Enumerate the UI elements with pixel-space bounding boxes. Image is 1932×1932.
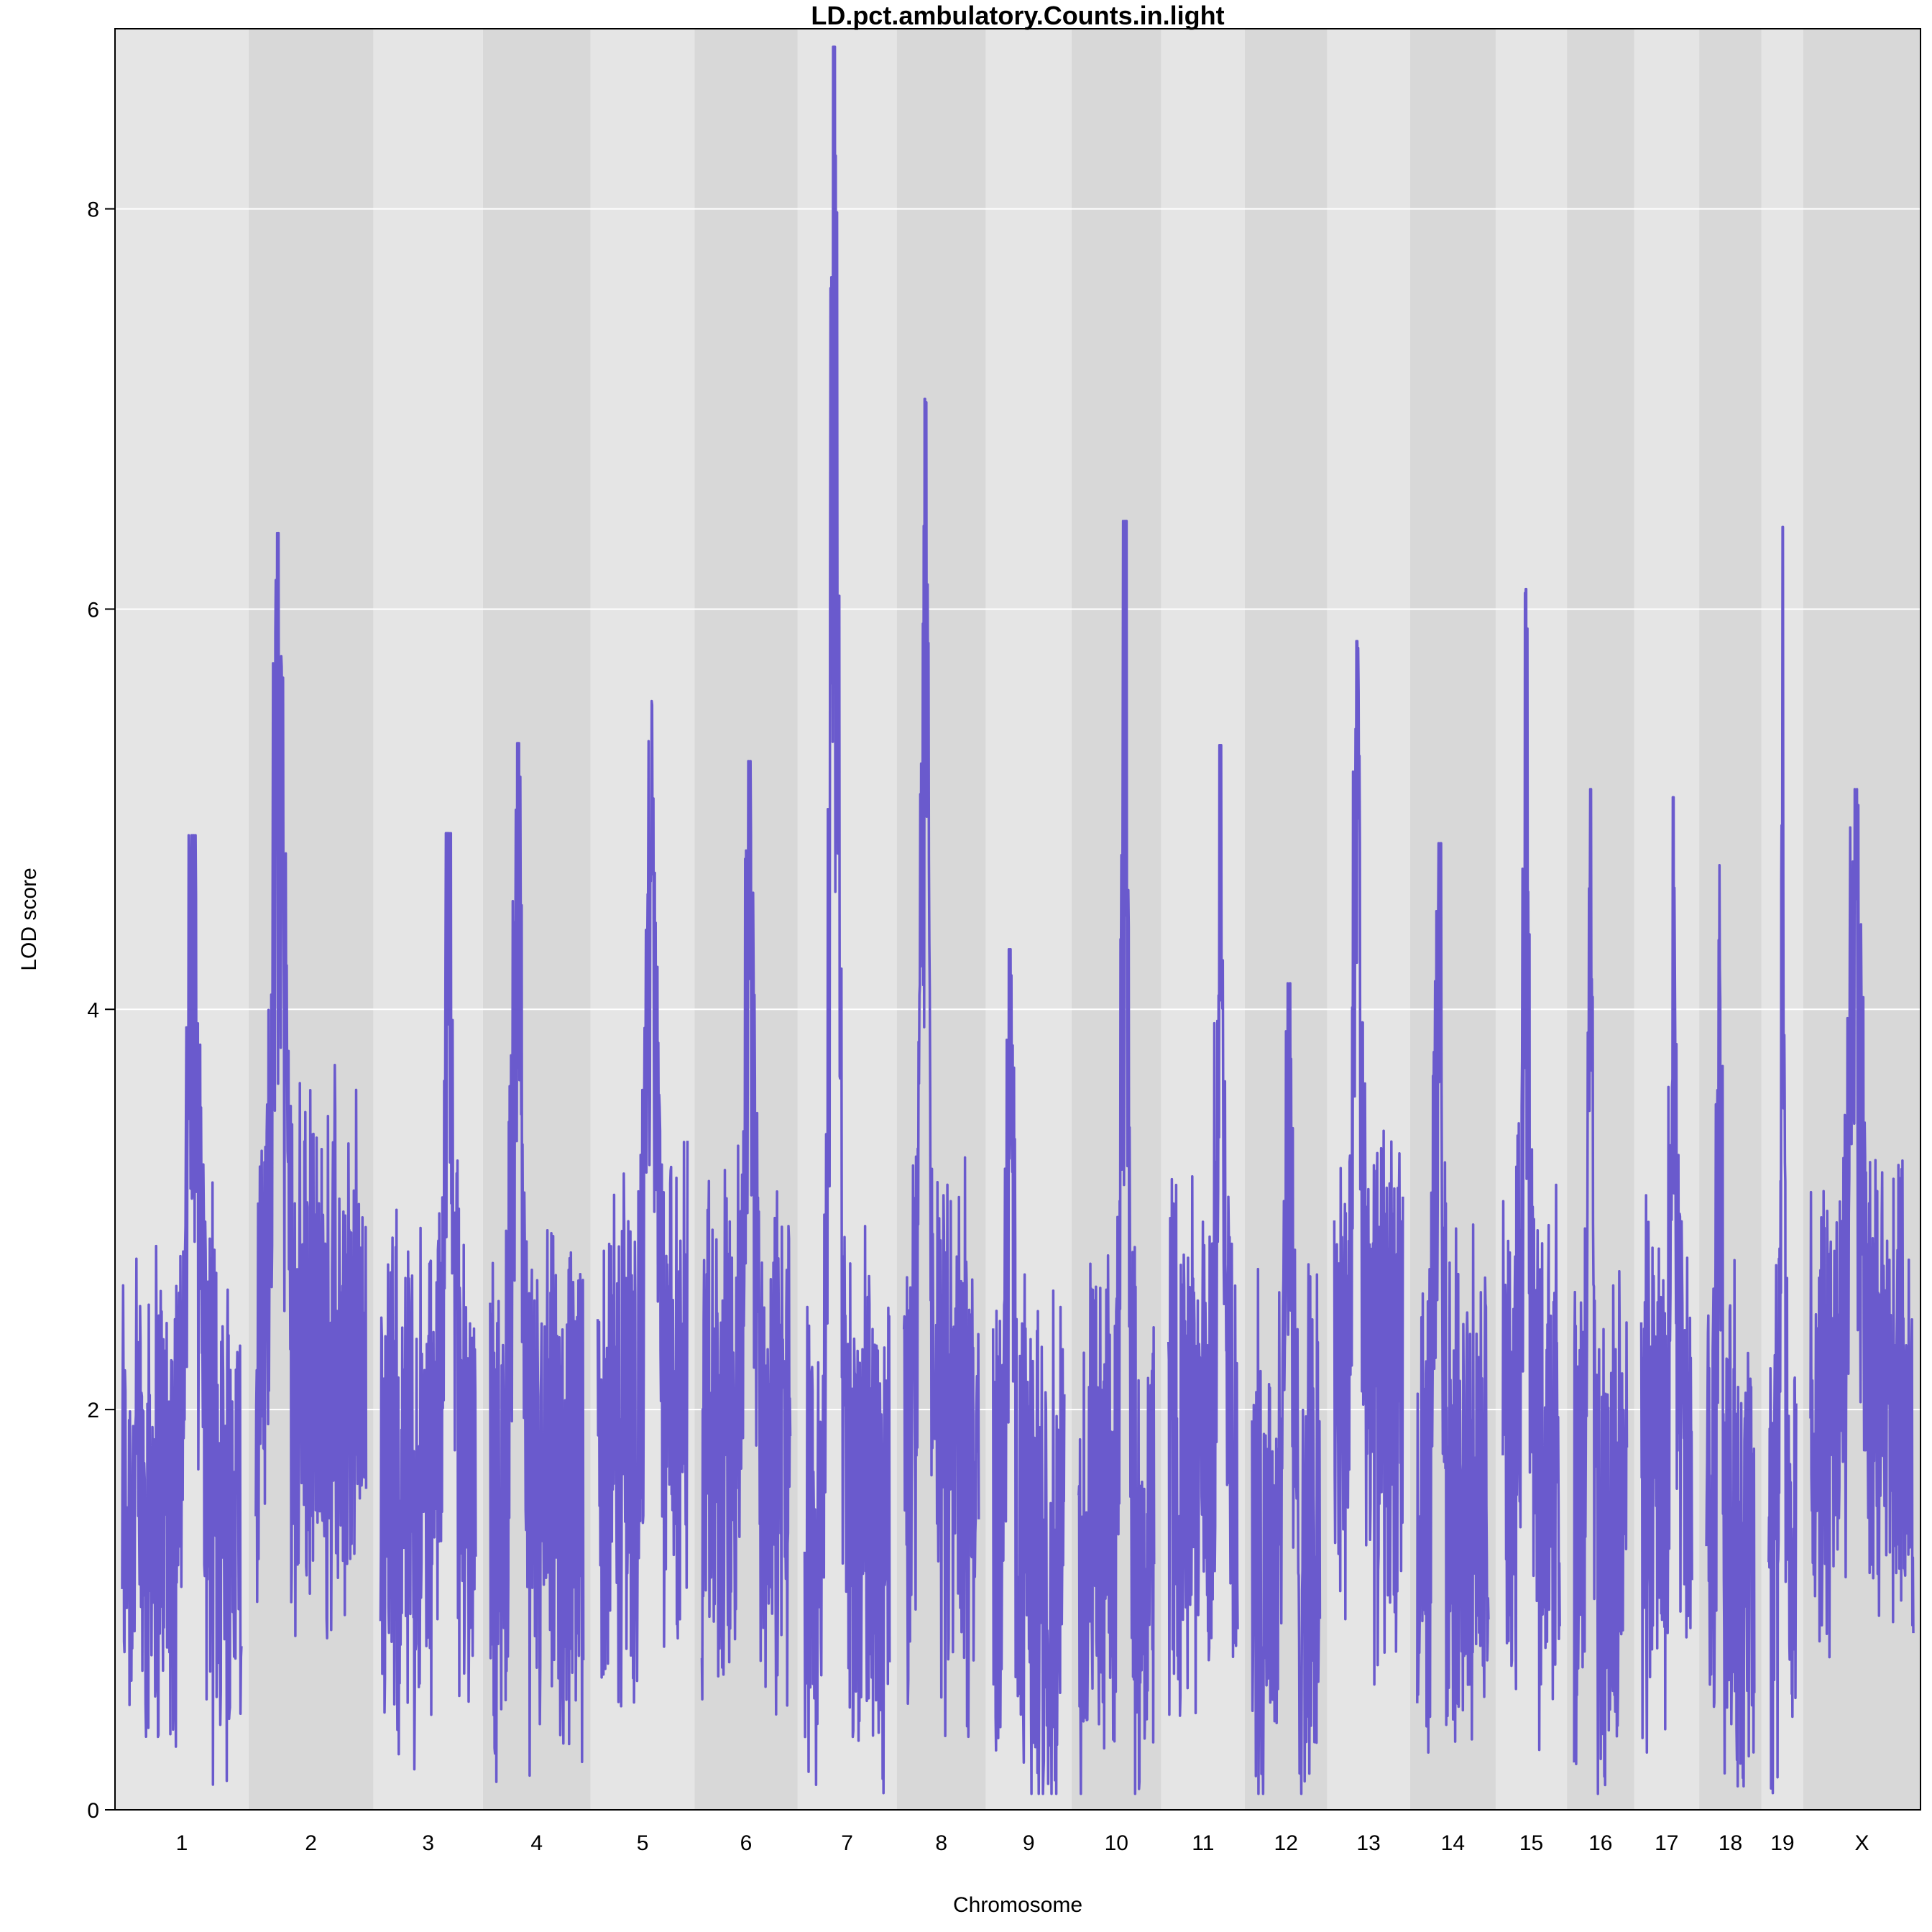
lod-trace-chr-18 bbox=[1705, 864, 1756, 1788]
x-tick-label: 9 bbox=[1023, 1831, 1035, 1855]
x-tick-label: 5 bbox=[637, 1831, 649, 1855]
x-tick-label: X bbox=[1854, 1831, 1869, 1855]
lod-trace-chr-6 bbox=[700, 760, 792, 1716]
x-tick-label: 16 bbox=[1588, 1831, 1612, 1855]
lod-trace-chr-4 bbox=[489, 742, 585, 1783]
chart-title: LD.pct.ambulatory.Counts.in.light bbox=[811, 1, 1224, 30]
x-tick-label: 18 bbox=[1719, 1831, 1742, 1855]
lod-trace-chr-11 bbox=[1167, 744, 1239, 1717]
x-tick-label: 1 bbox=[176, 1831, 188, 1855]
lod-trace-chr-3 bbox=[379, 832, 477, 1771]
x-tick-label: 12 bbox=[1274, 1831, 1298, 1855]
x-tick-label: 7 bbox=[841, 1831, 853, 1855]
plot-frame bbox=[114, 28, 1921, 1811]
x-tick-label: 13 bbox=[1356, 1831, 1380, 1855]
lod-trace-chr-19 bbox=[1767, 525, 1798, 1795]
x-axis-label: Chromosome bbox=[953, 1893, 1082, 1917]
lod-trace-chr-1 bbox=[121, 834, 243, 1786]
x-tick-label: 2 bbox=[305, 1831, 317, 1855]
x-tick-label: 4 bbox=[530, 1831, 543, 1855]
lod-trace-chr-7 bbox=[803, 45, 891, 1795]
lod-trace-chr-17 bbox=[1639, 796, 1693, 1754]
lod-trace-chr-X bbox=[1809, 788, 1915, 1659]
x-tick-label: 15 bbox=[1519, 1831, 1543, 1855]
lod-trace-chr-8 bbox=[902, 397, 980, 1739]
lod-trace-chr-10 bbox=[1077, 520, 1156, 1795]
x-tick-label: 19 bbox=[1770, 1831, 1794, 1855]
lod-trace-chr-16 bbox=[1573, 788, 1629, 1795]
x-axis: 1 2 3 4 5 6 7 8 9 10 11 12 13 14 15 16 17 18 19 X bbox=[176, 1831, 1869, 1855]
y-tick-label: 4 bbox=[87, 998, 99, 1022]
x-tick-label: 3 bbox=[422, 1831, 434, 1855]
lod-series bbox=[121, 45, 1915, 1795]
y-tick-label: 0 bbox=[87, 1799, 99, 1823]
lod-trace-chr-15 bbox=[1501, 587, 1561, 1752]
lod-trace-chr-2 bbox=[254, 531, 368, 1639]
y-tick-label: 6 bbox=[87, 598, 99, 622]
lod-trace-chr-5 bbox=[596, 699, 689, 1708]
lod-trace-chr-9 bbox=[991, 948, 1066, 1795]
y-axis: 0 2 4 6 8 bbox=[87, 198, 115, 1823]
x-tick-label: 6 bbox=[740, 1831, 753, 1855]
lod-trace-chr-14 bbox=[1416, 842, 1490, 1754]
y-tick-label: 8 bbox=[87, 198, 99, 222]
x-tick-label: 17 bbox=[1655, 1831, 1678, 1855]
x-tick-label: 8 bbox=[935, 1831, 947, 1855]
lod-trace-chr-12 bbox=[1251, 982, 1322, 1795]
x-tick-label: 11 bbox=[1192, 1831, 1214, 1855]
y-tick-label: 2 bbox=[87, 1399, 99, 1422]
y-axis-label: LOD score bbox=[17, 868, 41, 970]
lod-trace-chr-13 bbox=[1333, 640, 1404, 1686]
x-tick-label: 10 bbox=[1105, 1831, 1128, 1855]
x-tick-label: 14 bbox=[1441, 1831, 1465, 1855]
